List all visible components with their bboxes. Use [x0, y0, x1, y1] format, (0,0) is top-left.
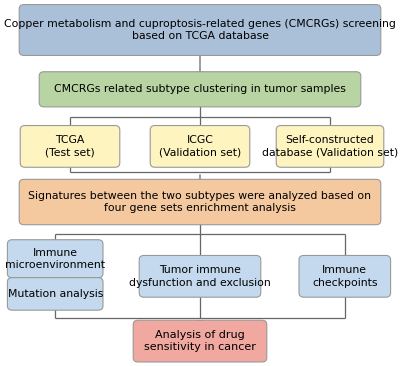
FancyBboxPatch shape — [39, 72, 361, 107]
FancyBboxPatch shape — [150, 126, 250, 167]
FancyBboxPatch shape — [8, 277, 103, 310]
Text: CMCRGs related subtype clustering in tumor samples: CMCRGs related subtype clustering in tum… — [54, 84, 346, 94]
Text: Tumor immune
dysfunction and exclusion: Tumor immune dysfunction and exclusion — [129, 265, 271, 288]
Text: ICGC
(Validation set): ICGC (Validation set) — [159, 135, 241, 158]
Text: Immune
checkpoints: Immune checkpoints — [312, 265, 378, 288]
FancyBboxPatch shape — [8, 240, 103, 278]
Text: Immune
microenvironment: Immune microenvironment — [5, 247, 105, 270]
Text: TCGA
(Test set): TCGA (Test set) — [45, 135, 95, 158]
FancyBboxPatch shape — [19, 179, 381, 225]
Text: Mutation analysis: Mutation analysis — [8, 289, 103, 299]
FancyBboxPatch shape — [299, 255, 390, 297]
FancyBboxPatch shape — [20, 126, 120, 167]
Text: Copper metabolism and cuproptosis-related genes (CMCRGs) screening
based on TCGA: Copper metabolism and cuproptosis-relate… — [4, 19, 396, 41]
Text: Self-constructed
database (Validation set): Self-constructed database (Validation se… — [262, 135, 398, 158]
FancyBboxPatch shape — [19, 4, 381, 56]
FancyBboxPatch shape — [139, 255, 261, 297]
Text: Signatures between the two subtypes were analyzed based on
four gene sets enrich: Signatures between the two subtypes were… — [28, 191, 372, 213]
FancyBboxPatch shape — [276, 126, 384, 167]
Text: Analysis of drug
sensitivity in cancer: Analysis of drug sensitivity in cancer — [144, 330, 256, 352]
FancyBboxPatch shape — [133, 320, 267, 362]
